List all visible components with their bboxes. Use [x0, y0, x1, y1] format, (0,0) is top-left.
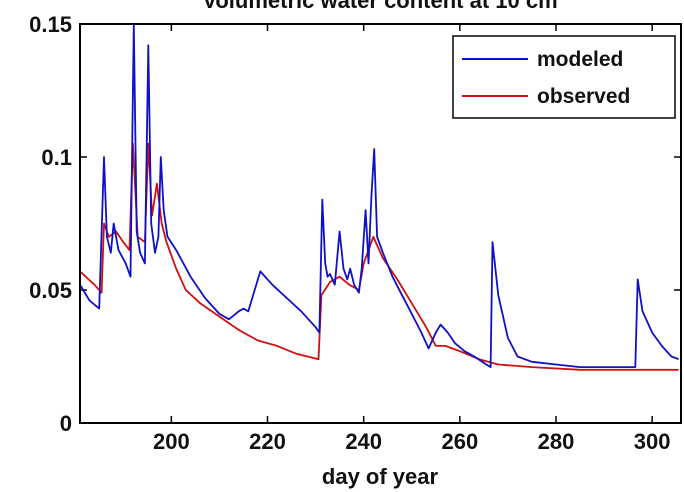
y-tick-label: 0 — [60, 411, 72, 436]
plot-frame — [79, 23, 682, 424]
legend: modeled observed — [452, 35, 676, 119]
x-tick-label: 260 — [441, 429, 478, 454]
x-tick-label: 220 — [249, 429, 286, 454]
y-tick-label: 0.15 — [29, 12, 72, 37]
legend-box — [452, 35, 676, 119]
chart-title: Volumetric water content at 10 cm — [202, 0, 557, 13]
series-lines — [79, 23, 679, 371]
series-line-modeled — [79, 23, 679, 368]
y-tick-label: 0.1 — [41, 145, 72, 170]
x-axis-label: day of year — [322, 464, 439, 489]
axis-ticks: 200 220 240 260 280 300 0 0.05 0.1 0.15 — [29, 12, 681, 454]
x-tick-label: 300 — [634, 429, 671, 454]
legend-label-observed: observed — [537, 85, 630, 108]
y-tick-label: 0.05 — [29, 278, 72, 303]
legend-label-modeled: modeled — [537, 48, 623, 71]
x-tick-label: 240 — [345, 429, 382, 454]
x-tick-label: 280 — [538, 429, 575, 454]
x-tick-label: 200 — [153, 429, 190, 454]
